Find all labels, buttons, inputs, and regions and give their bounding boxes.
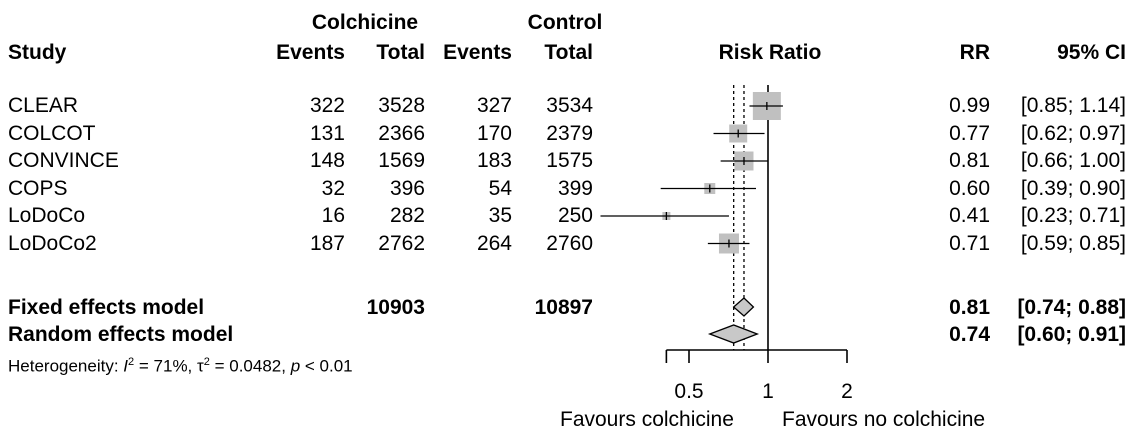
study-ci: [0.59; 0.85] bbox=[1020, 231, 1126, 255]
total-control: 1575 bbox=[546, 149, 593, 172]
x-tick-label: 2 bbox=[841, 380, 853, 403]
study-name: COPS bbox=[8, 176, 68, 200]
study-name: LoDoCo bbox=[8, 204, 86, 227]
header-events-1: Events bbox=[276, 41, 345, 64]
study-ci: [0.62; 0.97] bbox=[1020, 121, 1126, 145]
x-tick-label: 0.5 bbox=[674, 380, 704, 403]
x-tick-label: 1 bbox=[762, 380, 774, 403]
events-control: 264 bbox=[476, 231, 512, 255]
study-name: LoDoCo2 bbox=[8, 231, 97, 255]
total-colchicine: 2762 bbox=[378, 231, 425, 255]
favours-right: Favours no colchicine bbox=[782, 408, 986, 431]
header-events-2: Events bbox=[443, 41, 512, 64]
events-control: 170 bbox=[476, 121, 512, 145]
header-total-1: Total bbox=[376, 41, 425, 64]
header-rr: RR bbox=[959, 41, 990, 64]
study-rr: 0.41 bbox=[949, 204, 990, 227]
fixed-total-1: 10903 bbox=[366, 296, 425, 319]
fixed-total-2: 10897 bbox=[534, 296, 593, 319]
study-rr: 0.99 bbox=[949, 94, 990, 117]
events-colchicine: 32 bbox=[321, 176, 345, 200]
header-control: Control bbox=[527, 11, 603, 34]
study-name: CONVINCE bbox=[8, 149, 119, 172]
events-colchicine: 148 bbox=[309, 149, 345, 172]
events-colchicine: 322 bbox=[309, 94, 345, 117]
header-risk-ratio: Risk Ratio bbox=[718, 41, 822, 64]
events-control: 183 bbox=[476, 149, 512, 172]
events-control: 35 bbox=[488, 204, 512, 227]
fixed-diamond bbox=[732, 297, 755, 317]
events-control: 54 bbox=[488, 176, 512, 200]
study-ci: [0.66; 1.00] bbox=[1020, 149, 1126, 172]
study-ci: [0.85; 1.14] bbox=[1020, 94, 1126, 117]
study-name: CLEAR bbox=[8, 94, 79, 117]
random-diamond bbox=[707, 324, 760, 344]
study-ci: [0.23; 0.71] bbox=[1020, 204, 1126, 227]
total-control: 2379 bbox=[546, 121, 593, 145]
fixed-ci: [0.74; 0.88] bbox=[1017, 296, 1126, 319]
total-control: 3534 bbox=[546, 94, 593, 117]
favours-left: Favours colchicine bbox=[560, 408, 734, 431]
events-colchicine: 131 bbox=[309, 121, 345, 145]
total-control: 2760 bbox=[546, 231, 593, 255]
study-rr: 0.81 bbox=[949, 149, 990, 172]
header-ci: 95% CI bbox=[1057, 41, 1126, 64]
events-colchicine: 187 bbox=[309, 231, 345, 255]
study-name: COLCOT bbox=[8, 121, 96, 145]
study-rr: 0.77 bbox=[949, 121, 990, 145]
fixed-label: Fixed effects model bbox=[8, 296, 205, 319]
random-label: Random effects model bbox=[8, 323, 234, 346]
events-control: 327 bbox=[476, 94, 512, 117]
header-total-2: Total bbox=[544, 41, 593, 64]
total-colchicine: 282 bbox=[389, 204, 425, 227]
study-rr: 0.71 bbox=[949, 231, 990, 255]
events-colchicine: 16 bbox=[321, 204, 345, 227]
total-control: 399 bbox=[557, 176, 593, 200]
total-control: 250 bbox=[557, 204, 593, 227]
heterogeneity-text: Heterogeneity: I2 = 71%, τ2 = 0.0482, p … bbox=[8, 356, 353, 376]
total-colchicine: 1569 bbox=[378, 149, 425, 172]
header-colchicine: Colchicine bbox=[311, 11, 419, 34]
study-ci: [0.39; 0.90] bbox=[1020, 176, 1126, 200]
fixed-rr: 0.81 bbox=[949, 296, 990, 319]
random-rr: 0.74 bbox=[949, 323, 990, 346]
total-colchicine: 2366 bbox=[378, 121, 425, 145]
header-study: Study bbox=[8, 41, 67, 64]
random-ci: [0.60; 0.91] bbox=[1017, 323, 1126, 346]
study-rr: 0.60 bbox=[949, 176, 990, 200]
total-colchicine: 396 bbox=[389, 176, 425, 200]
total-colchicine: 3528 bbox=[378, 94, 425, 117]
